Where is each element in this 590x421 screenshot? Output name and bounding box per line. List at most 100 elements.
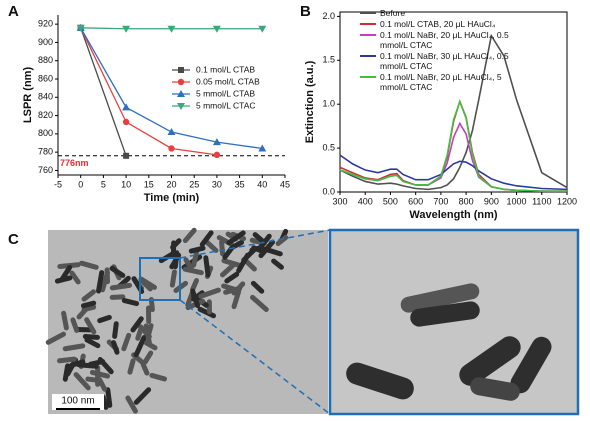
nanorod — [127, 358, 136, 375]
nanorod — [133, 387, 152, 405]
y-tick-label: 800 — [38, 128, 53, 138]
reference-label: 776nm — [60, 158, 89, 168]
x-tick-label: 300 — [332, 196, 347, 206]
nanorod — [84, 317, 97, 335]
legend-swatch — [360, 34, 376, 36]
x-tick-label: 600 — [408, 196, 423, 206]
y-tick-label: 1.0 — [322, 99, 335, 109]
zoom-rods — [346, 283, 552, 401]
x-tick-label: 25 — [189, 179, 199, 189]
legend-label: 0.1 mol/L NaBr, 20 μL HAuCl₄, 5 mmol/L C… — [380, 72, 502, 92]
x-tick-label: 5 — [101, 179, 106, 189]
x-tick-label: -5 — [54, 179, 62, 189]
nanorod — [190, 288, 201, 308]
nanorod — [80, 300, 97, 309]
nanorod — [130, 316, 144, 333]
nanorod — [105, 387, 113, 408]
nanorod — [145, 305, 152, 324]
nanorod — [69, 270, 81, 285]
nanorod — [243, 258, 257, 272]
legend-label: 0.1 mol/L CTAB, 20 μL HAuCl₄ — [380, 19, 496, 29]
series-line — [80, 27, 217, 156]
nanorod — [76, 362, 99, 369]
nanorod — [109, 282, 133, 291]
nanorod — [112, 321, 119, 339]
nanorod — [198, 287, 221, 299]
nanorod — [74, 326, 93, 333]
zoom-box — [139, 257, 181, 301]
marker — [213, 151, 221, 159]
nanorod — [183, 257, 194, 271]
x-tick-label: 10 — [121, 179, 131, 189]
y-tick-label: 920 — [38, 19, 53, 29]
legend-label: Before — [380, 8, 406, 18]
legend-label: 0.05 mol/L CTAB — [196, 76, 260, 86]
marker — [167, 25, 176, 33]
series-line — [80, 27, 127, 157]
nanorod — [81, 289, 97, 302]
nanorod — [82, 334, 100, 340]
nanorod — [61, 310, 69, 331]
x-tick-label: 700 — [433, 196, 448, 206]
nanorod — [262, 246, 283, 257]
nanorod — [70, 317, 80, 333]
series-line — [339, 154, 568, 191]
y-tick-label: 2.0 — [322, 11, 335, 21]
legend-label: 5 mmol/L CTAB — [196, 88, 255, 98]
x-tick-label: 35 — [235, 179, 245, 189]
series-line — [339, 99, 567, 192]
x-axis-label: Time (min) — [144, 192, 200, 204]
nanorod — [121, 332, 132, 352]
legend-item: 0.1 mol/L NaBr, 30 μL HAuCl₄, 0.5 mmol/L… — [360, 51, 510, 71]
x-tick-label: 0 — [78, 179, 83, 189]
x-tick-label: 500 — [383, 196, 398, 206]
nanorods — [45, 227, 289, 414]
x-tick-label: 40 — [257, 179, 267, 189]
legend-label: 0.1 mol/L NaBr, 20 μL HAuCl₄, 0.5 mmol/L… — [380, 30, 509, 50]
x-tick-label: 1100 — [532, 196, 551, 206]
micrograph: 100 nm C — [8, 227, 580, 416]
marker — [122, 103, 131, 111]
nanorod — [96, 270, 105, 294]
x-tick-label: 15 — [144, 179, 154, 189]
x-tick-label: 400 — [358, 196, 373, 206]
x-tick-label: 900 — [484, 196, 499, 206]
zoom-connector — [179, 299, 331, 415]
y-tick-label: 820 — [38, 110, 53, 120]
nanorod — [241, 247, 257, 263]
nanorod — [97, 314, 112, 324]
nanorod — [182, 227, 197, 244]
y-tick-label: 900 — [38, 37, 53, 47]
nanorod — [219, 239, 226, 257]
nanorod — [231, 288, 242, 310]
legend-item: 0.1 mol/L NaBr, 20 μL HAuCl₄, 0.5 mmol/L… — [360, 30, 510, 50]
legend-marker — [177, 103, 185, 110]
nanorod — [275, 235, 289, 247]
zoom-connector — [179, 229, 331, 259]
nanorod — [182, 266, 204, 276]
nanorod — [57, 356, 77, 364]
nanorod — [252, 232, 265, 244]
marker — [76, 24, 85, 32]
nanorod — [76, 305, 90, 320]
scale-bar-label: 100 nm — [61, 396, 94, 407]
nanorod — [45, 331, 67, 345]
nanorod — [121, 298, 140, 307]
legend-label: 0.1 mol/L CTAB — [196, 64, 255, 74]
panel-label: C — [8, 231, 19, 248]
nanorod — [231, 281, 246, 296]
legend-marker — [178, 67, 184, 73]
nanorod — [197, 306, 217, 319]
legend-swatch — [360, 12, 376, 14]
legend-swatch — [360, 76, 376, 78]
panel-label: A — [8, 3, 19, 20]
marker — [212, 138, 221, 146]
legend-swatch — [360, 23, 376, 25]
nanorod — [79, 260, 99, 270]
y-axis-label: Extinction (a.u.) — [304, 60, 316, 143]
marker — [123, 152, 130, 159]
nanorod — [250, 280, 265, 294]
y-tick-label: 1.5 — [322, 55, 335, 65]
y-tick-label: 840 — [38, 92, 53, 102]
nanorod — [142, 350, 154, 365]
